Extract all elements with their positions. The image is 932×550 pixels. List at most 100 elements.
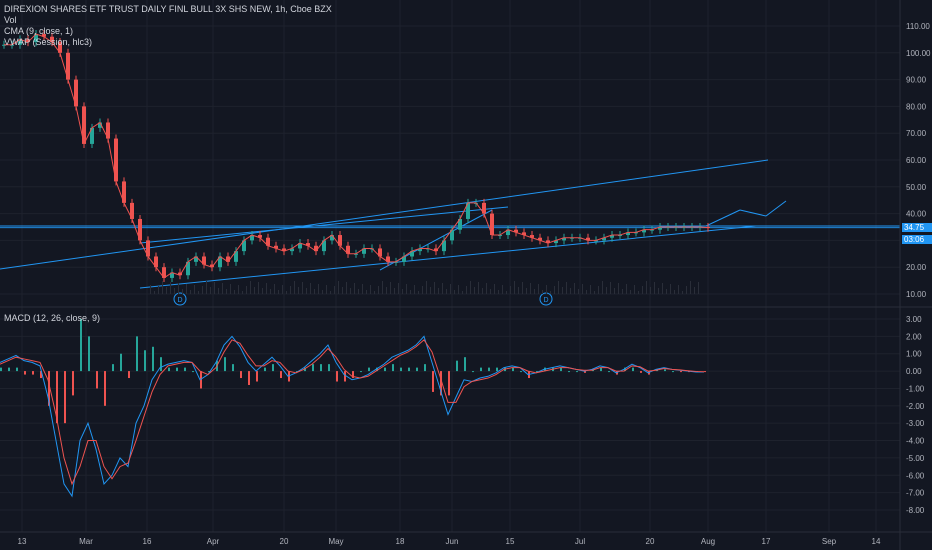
candle-body	[202, 256, 206, 265]
volume-bar	[646, 281, 647, 294]
volume-bar	[530, 283, 531, 294]
candle-body	[26, 39, 30, 43]
price-tick-label: 100.00	[906, 49, 931, 58]
volume-bar	[234, 290, 235, 294]
candle-body	[210, 264, 214, 268]
macd-tick-label: -8.00	[906, 506, 925, 515]
volume-bar	[698, 282, 699, 294]
volume-bar	[482, 288, 483, 294]
macd-tick-label: -1.00	[906, 384, 925, 393]
macd-histogram-bar	[48, 371, 50, 406]
macd-histogram-bar	[160, 357, 162, 372]
volume-bar	[386, 287, 387, 294]
macd-histogram-bar	[64, 371, 66, 424]
macd-histogram-bar	[72, 371, 74, 396]
macd-tick-label: -7.00	[906, 489, 925, 498]
time-tick-label: 18	[396, 537, 405, 546]
volume-bar	[510, 286, 511, 294]
price-tick-label: 80.00	[906, 102, 927, 111]
macd-histogram	[0, 319, 706, 424]
cma-indicator-label[interactable]: CMA (9, close, 1)	[4, 26, 74, 36]
vwap-indicator-label[interactable]: VWAP (Session, hlc3)	[4, 37, 93, 47]
macd-histogram-bar	[432, 371, 434, 392]
volume-bar	[626, 284, 627, 294]
macd-histogram-bar	[496, 367, 498, 372]
macd-histogram-bar	[384, 367, 386, 372]
candle-body	[34, 34, 38, 43]
macd-histogram-bar	[320, 364, 322, 372]
candle-body	[658, 227, 662, 230]
candle-body	[362, 248, 366, 254]
candle-body	[298, 243, 302, 249]
countdown-tag: 03:06	[902, 235, 932, 244]
candle-body	[50, 36, 54, 43]
macd-tick-label: 3.00	[906, 315, 922, 324]
volume-bar	[258, 282, 259, 294]
volume-bar	[322, 290, 323, 294]
volume-bar	[150, 285, 151, 294]
candle-body	[514, 229, 518, 233]
volume-bar	[338, 281, 339, 294]
volume-bar	[330, 291, 331, 294]
volume-bar	[318, 284, 319, 294]
candle-body	[338, 235, 342, 246]
volume-bar	[666, 289, 667, 294]
macd-lines	[0, 335, 705, 498]
candle-body	[66, 52, 70, 80]
time-tick-label: 14	[872, 537, 881, 546]
candle-body	[434, 248, 438, 252]
macd-tick-label: 0.00	[906, 367, 922, 376]
volume-bar	[282, 285, 283, 294]
macd-histogram-bar	[488, 367, 490, 372]
volume-bar	[194, 285, 195, 294]
vol-indicator-label[interactable]: Vol	[4, 15, 17, 25]
macd-histogram-bar	[584, 371, 586, 373]
candle-body	[258, 235, 262, 238]
volume-bar	[478, 282, 479, 294]
trendline	[705, 209, 741, 227]
symbol-title[interactable]: DIREXION SHARES ETF TRUST DAILY FINL BUL…	[4, 4, 332, 14]
candle-body	[562, 237, 566, 241]
volume-bar	[538, 284, 539, 294]
volume-bar	[422, 286, 423, 294]
current-price-value: 34.75	[904, 223, 925, 232]
macd-indicator-label[interactable]: MACD (12, 26, close, 9)	[4, 313, 101, 323]
volume-bar	[662, 283, 663, 294]
candle-body	[602, 237, 606, 241]
volume-bar	[202, 286, 203, 294]
volume-bar	[582, 284, 583, 294]
candle-body	[458, 218, 462, 230]
volume-bar	[474, 287, 475, 294]
time-tick-label: Sep	[822, 537, 837, 546]
volume-bar	[406, 284, 407, 294]
macd-histogram-bar	[120, 353, 122, 372]
volume-bar	[290, 286, 291, 294]
candle-body	[330, 235, 334, 241]
macd-histogram-bar	[640, 371, 642, 373]
trendline	[765, 200, 787, 217]
volume-bar	[350, 288, 351, 294]
macd-histogram-bar	[8, 367, 10, 372]
volume-bar	[182, 289, 183, 294]
volume-bar	[570, 288, 571, 294]
candle-body	[530, 235, 534, 238]
bar-countdown: 03:06	[904, 235, 925, 244]
volume-bar	[454, 290, 455, 294]
macd-histogram-bar	[456, 360, 458, 372]
volume-bar	[274, 284, 275, 294]
candle-body	[186, 261, 190, 276]
macd-histogram-bar	[392, 364, 394, 372]
volume-bar	[314, 289, 315, 294]
volume-bar	[550, 291, 551, 294]
macd-histogram-bar	[448, 371, 450, 396]
candle-body	[74, 79, 78, 107]
macd-histogram-bar	[80, 319, 82, 372]
macd-histogram-bar	[424, 364, 426, 372]
volume-bar	[206, 281, 207, 294]
price-tick-label: 20.00	[906, 263, 927, 272]
volume-bar	[358, 289, 359, 294]
volume-bar	[222, 283, 223, 294]
volume-bar	[494, 284, 495, 294]
volume-bar	[382, 281, 383, 294]
